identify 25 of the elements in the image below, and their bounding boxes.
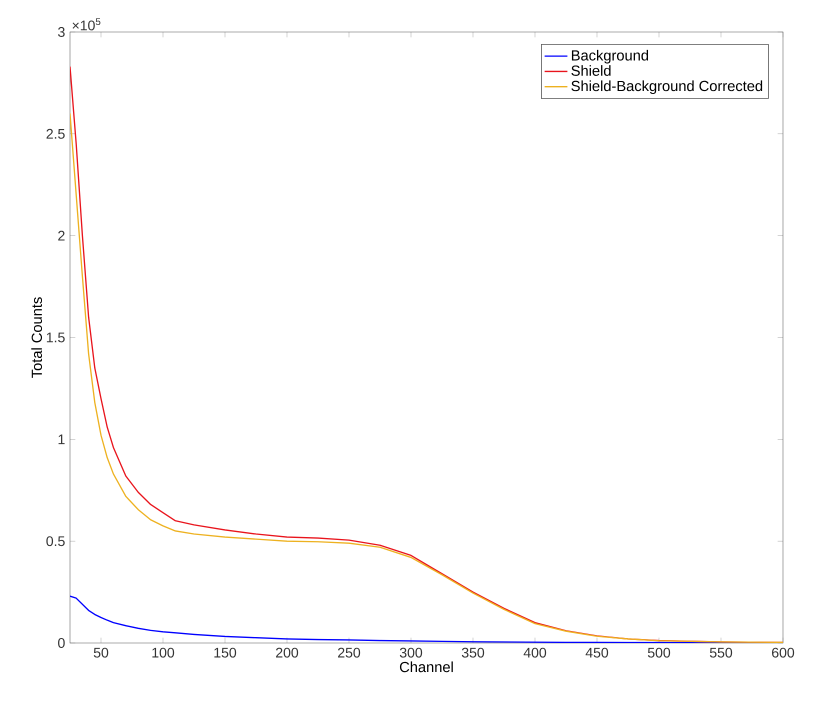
text: ×10$^{5}$: [72, 18, 100, 30]
x-axis-title: Channel: [400, 661, 453, 672]
y-tick-label: 2.5: [46, 128, 65, 139]
y-axis-title: Total Counts: [31, 297, 42, 378]
x-tick-label: 350: [462, 648, 484, 658]
y-tick-label: 0.5: [46, 536, 65, 546]
x-tick-label: 300: [400, 648, 422, 658]
x-tick-label: 100: [152, 648, 174, 658]
x-tick-label: 50: [94, 648, 108, 658]
legend-label: Background: [572, 50, 648, 64]
x-tick-label: 200: [276, 648, 298, 658]
y-tick-label: 0: [58, 638, 65, 648]
x-tick-label: 250: [338, 648, 360, 658]
x-tick-label: 450: [586, 648, 608, 658]
legend-label: Shield-Background Corrected: [571, 80, 762, 94]
x-tick-label: 500: [648, 648, 670, 658]
y-tick-label: 3: [58, 27, 65, 37]
y-tick-label: 2: [58, 230, 65, 241]
x-tick-label: 400: [524, 648, 546, 658]
legend-label: Shield: [571, 65, 611, 76]
x-tick-label: 550: [710, 648, 732, 658]
y-tick-label: 1: [58, 434, 65, 444]
x-tick-label: 600: [772, 648, 794, 658]
x-tick-label: 150: [214, 648, 236, 658]
y-tick-label: 1.5: [46, 332, 65, 342]
